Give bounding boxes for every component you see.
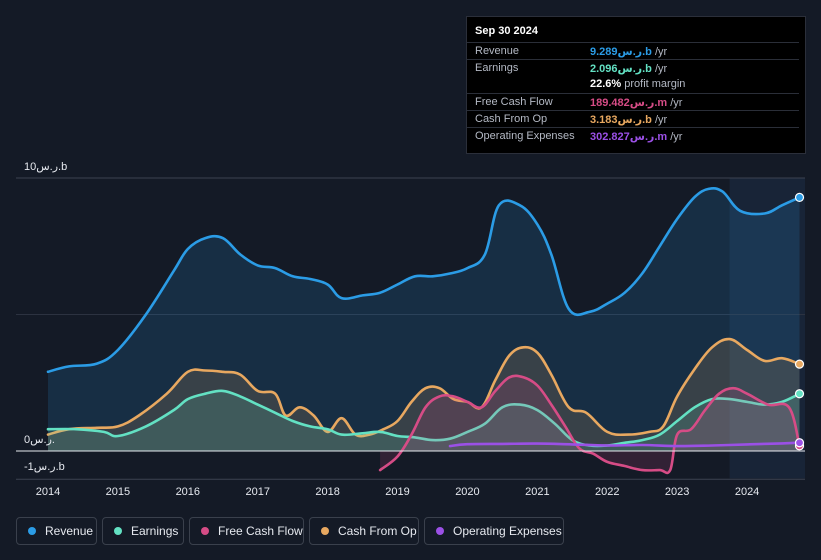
tooltip-label: Cash From Op xyxy=(475,113,548,125)
legend-operating-expenses[interactable]: Operating Expenses xyxy=(424,517,564,545)
series-area-cash-from-op xyxy=(48,339,800,451)
tooltip-date: Sep 30 2024 xyxy=(475,25,538,37)
end-dots xyxy=(794,192,805,451)
x-tick-label: 2017 xyxy=(245,486,269,498)
x-tick-label: 2021 xyxy=(525,486,549,498)
series-line-operating-expenses[interactable] xyxy=(448,441,801,448)
legend-label: Revenue xyxy=(45,524,94,538)
tooltip-label: Earnings xyxy=(475,62,519,74)
tooltip-row-cfo: Cash From Op 3.183ر.س.b /yr xyxy=(467,110,799,128)
tooltip-value: 189.482ر.س.m xyxy=(590,97,668,109)
y-label-top: 10ر.س.b xyxy=(24,161,67,173)
legend-dot-icon xyxy=(436,527,444,535)
tooltip-label: Free Cash Flow xyxy=(475,96,553,108)
legend-label: Free Cash Flow xyxy=(218,524,303,538)
x-tick-label: 2016 xyxy=(176,486,200,498)
legend-free-cash-flow[interactable]: Free Cash Flow xyxy=(189,517,304,545)
legend-earnings[interactable]: Earnings xyxy=(102,517,184,545)
legend-dot-icon xyxy=(321,527,329,535)
tooltip-value: 22.6% xyxy=(590,78,622,90)
x-tick-label: 2019 xyxy=(385,486,409,498)
tooltip-row-margin: 22.6% profit margin xyxy=(467,76,799,93)
y-label-bottom: -1ر.س.b xyxy=(24,461,65,473)
series-area-revenue xyxy=(48,188,800,452)
tooltip-unit: /yr xyxy=(651,114,668,126)
legend-dot-icon xyxy=(201,527,209,535)
tooltip-unit: profit margin xyxy=(621,78,686,90)
series-line-cash-from-op[interactable] xyxy=(46,337,801,438)
legend-label: Cash From Op xyxy=(338,524,417,538)
tooltip-value: 302.827ر.س.m xyxy=(590,131,668,143)
series-line-earnings[interactable] xyxy=(46,389,801,448)
legend-revenue[interactable]: Revenue xyxy=(16,517,97,545)
series-area-earnings xyxy=(48,390,800,451)
legend-dot-icon xyxy=(114,527,122,535)
tooltip-unit: /yr xyxy=(667,97,683,109)
series-line-revenue[interactable] xyxy=(46,186,801,374)
series-area-free-cash-flow xyxy=(380,375,800,473)
series-line-free-cash-flow[interactable] xyxy=(378,374,801,475)
legend-dot-icon xyxy=(28,527,36,535)
tooltip-row-fcf: Free Cash Flow 189.482ر.س.m /yr xyxy=(467,93,799,111)
x-tick-label: 2015 xyxy=(106,486,130,498)
x-tick-label: 2022 xyxy=(595,486,619,498)
series-end-dot-operating-expenses xyxy=(794,438,805,448)
tooltip-unit: /yr xyxy=(651,46,668,58)
tooltip-value: 2.096ر.س.b xyxy=(590,63,652,75)
series-end-dot-cash-from-op xyxy=(794,359,805,369)
legend-label: Operating Expenses xyxy=(453,524,562,538)
series-layer xyxy=(46,186,801,475)
series-end-dot-revenue xyxy=(794,192,805,203)
tooltip-row-opex: Operating Expenses 302.827ر.س.m /yr xyxy=(467,127,799,145)
tooltip-row-revenue: Revenue 9.289ر.س.b /yr xyxy=(467,42,799,60)
tooltip-value: 9.289ر.س.b xyxy=(590,46,652,58)
tooltip-value: 3.183ر.س.b xyxy=(590,114,652,126)
y-label-zero: 0ر.س. xyxy=(24,434,55,446)
x-tick-label: 2023 xyxy=(665,486,689,498)
x-tick-label: 2014 xyxy=(36,486,60,498)
tooltip-label: Revenue xyxy=(475,45,520,57)
tooltip-row-earnings: Earnings 2.096ر.س.b /yr xyxy=(467,59,799,77)
legend-label: Earnings xyxy=(131,524,179,538)
highlight-region xyxy=(729,178,805,479)
tooltip-label: Operating Expenses xyxy=(475,130,575,142)
tooltip-unit: /yr xyxy=(651,63,668,75)
x-tick-label: 2024 xyxy=(735,486,759,498)
tooltip-panel: Sep 30 2024 Revenue 9.289ر.س.b /yr Earni… xyxy=(466,16,806,154)
tooltip-unit: /yr xyxy=(667,131,683,143)
series-end-dot-earnings xyxy=(794,389,805,399)
x-ticks: 2014 2015 2016 2017 2018 2019 2020 2021 2022 2023… xyxy=(36,486,760,498)
legend-cash-from-op[interactable]: Cash From Op xyxy=(309,517,419,545)
x-tick-label: 2018 xyxy=(315,486,339,498)
x-tick-label: 2020 xyxy=(455,486,479,498)
